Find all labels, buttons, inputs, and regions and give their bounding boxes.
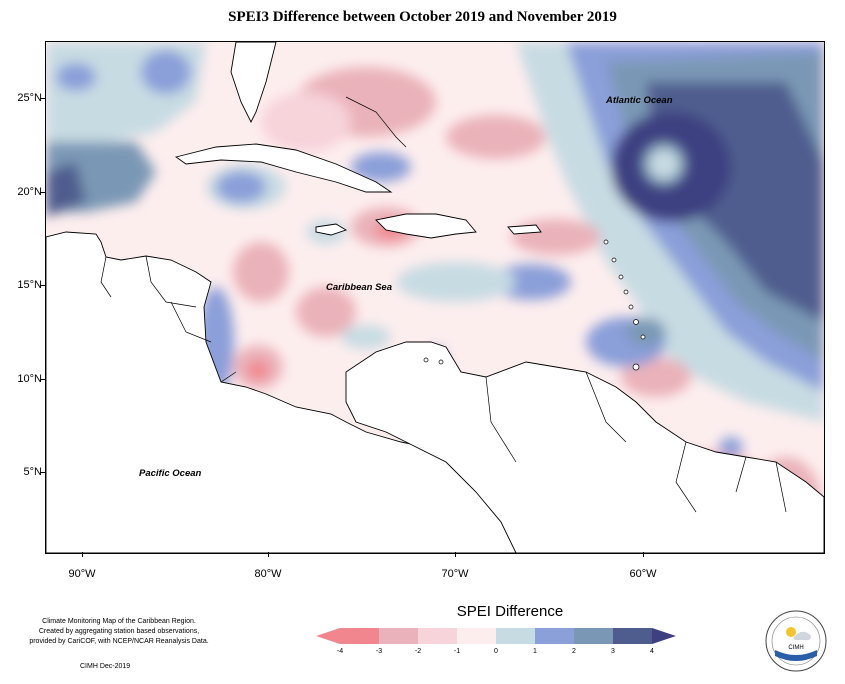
land-masses bbox=[46, 42, 824, 553]
lon-tick bbox=[455, 552, 456, 557]
map-canvas bbox=[46, 42, 824, 553]
legend-swatch bbox=[418, 628, 458, 644]
lon-tick bbox=[268, 552, 269, 557]
credits-stamp: CIMH Dec-2019 bbox=[80, 663, 131, 670]
legend-title: SPEI Difference bbox=[456, 603, 564, 620]
lat-label: 20°N bbox=[17, 186, 42, 198]
legend-swatch bbox=[613, 628, 653, 644]
credits-line: Climate Monitoring Map of the Caribbean … bbox=[42, 618, 196, 625]
lon-label: 60°W bbox=[629, 568, 657, 580]
lat-tick bbox=[40, 472, 45, 473]
legend-tick-label: -1 bbox=[453, 648, 461, 655]
spei-map: Atlantic Ocean Caribbean Sea Pacific Oce… bbox=[45, 41, 825, 554]
legend-tick-label: 1 bbox=[533, 648, 537, 655]
legend-swatch bbox=[535, 628, 575, 644]
logo-label: CIMH bbox=[788, 645, 803, 651]
legend-tick-label: -2 bbox=[414, 648, 422, 655]
legend-tick-label: 0 bbox=[494, 648, 498, 655]
map-title: SPEI3 Difference between October 2019 an… bbox=[228, 9, 617, 25]
legend-tick-label: -4 bbox=[336, 648, 344, 655]
cimh-logo: CIMH bbox=[765, 610, 827, 672]
legend-swatch bbox=[574, 628, 614, 644]
lon-label: 80°W bbox=[254, 568, 282, 580]
lat-label: 15°N bbox=[17, 279, 42, 291]
credits-text: Climate Monitoring Map of the Caribbean … bbox=[14, 617, 224, 647]
lon-label: 70°W bbox=[441, 568, 469, 580]
legend-tick-label: 3 bbox=[611, 648, 615, 655]
lon-label: 90°W bbox=[68, 568, 96, 580]
legend-tick-label: 2 bbox=[572, 648, 576, 655]
legend-arrow-left bbox=[316, 628, 340, 644]
legend-swatch bbox=[379, 628, 419, 644]
credits-line: provided by CariCOF, with NCEP/NCAR Rean… bbox=[29, 638, 209, 645]
legend-swatch bbox=[340, 628, 380, 644]
legend-swatch bbox=[457, 628, 497, 644]
label-pacific-ocean: Pacific Ocean bbox=[139, 468, 202, 479]
label-caribbean-sea: Caribbean Sea bbox=[326, 282, 392, 293]
label-atlantic-ocean: Atlantic Ocean bbox=[606, 95, 673, 106]
legend-arrow-right bbox=[652, 628, 676, 644]
legend-colorbar bbox=[316, 628, 676, 644]
legend-swatch bbox=[496, 628, 536, 644]
legend-tick-label: -3 bbox=[375, 648, 383, 655]
credits-line: Created by aggregating station based obs… bbox=[38, 628, 200, 635]
lon-tick bbox=[643, 552, 644, 557]
legend-tick-label: 4 bbox=[650, 648, 654, 655]
lesser-antilles bbox=[345, 96, 646, 371]
lat-tick bbox=[40, 98, 45, 99]
lat-tick bbox=[40, 379, 45, 380]
lat-label: 25°N bbox=[17, 92, 42, 104]
lon-tick bbox=[82, 552, 83, 557]
lat-tick bbox=[40, 192, 45, 193]
borders bbox=[100, 255, 787, 513]
lat-tick bbox=[40, 285, 45, 286]
lat-label: 5°N bbox=[23, 466, 42, 478]
lat-label: 10°N bbox=[17, 373, 42, 385]
